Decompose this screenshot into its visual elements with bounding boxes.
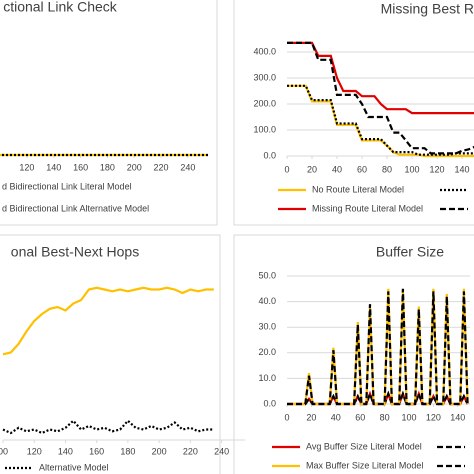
y-tick-label: 300.0 <box>253 72 276 82</box>
x-tick-label: 0 <box>284 412 289 422</box>
panel <box>0 234 221 474</box>
x-tick-label: 80 <box>380 412 390 422</box>
x-tick-label: 80 <box>382 164 392 174</box>
chart-title: Missing Best R <box>381 1 474 17</box>
x-tick-label: 180 <box>100 162 115 172</box>
x-tick-label: 0 <box>284 164 289 174</box>
x-tick-label: 140 <box>58 446 73 456</box>
legend-label: Max Buffer Size Literal Model <box>306 460 423 470</box>
legend-label: Avg Buffer Size Literal Model <box>306 441 422 451</box>
y-tick-label: 100.0 <box>253 124 276 134</box>
x-tick-label: 200 <box>127 162 142 172</box>
series-line <box>2 286 214 356</box>
x-tick-label: 160 <box>73 162 88 172</box>
x-tick-label: 120 <box>19 162 34 172</box>
y-tick-label: 0.0 <box>263 150 276 160</box>
x-tick-label: 20 <box>306 412 316 422</box>
chart-title: ctional Link Check <box>3 0 118 15</box>
y-tick-label: 400.0 <box>253 46 276 56</box>
x-tick-label: 240 <box>180 162 195 172</box>
x-tick-label: 120 <box>429 164 444 174</box>
y-tick-label: 0.0 <box>263 398 276 408</box>
x-tick-label: 00 <box>0 446 8 456</box>
panel <box>0 0 218 226</box>
x-tick-label: 160 <box>89 446 104 456</box>
series-line <box>2 419 214 435</box>
y-tick-label: 10.0 <box>258 373 276 383</box>
series-line <box>287 288 469 406</box>
legend-label: No Route Literal Model <box>312 184 404 194</box>
legend-label: Alternative Model <box>39 462 109 472</box>
series-line <box>287 84 474 156</box>
x-tick-label: 100 <box>404 164 419 174</box>
x-tick-label: 40 <box>331 412 341 422</box>
x-tick-label: 220 <box>154 162 169 172</box>
x-tick-label: 140 <box>454 164 469 174</box>
y-tick-label: 50.0 <box>258 270 276 280</box>
chart-title: Buffer Size <box>376 244 444 260</box>
x-tick-label: 60 <box>357 164 367 174</box>
y-tick-label: 30.0 <box>258 322 276 332</box>
legend-label: Missing Route Literal Model <box>312 203 423 213</box>
x-tick-label: 220 <box>183 446 198 456</box>
y-tick-label: 40.0 <box>258 296 276 306</box>
x-tick-label: 140 <box>46 162 61 172</box>
x-tick-label: 100 <box>401 412 416 422</box>
x-tick-label: 140 <box>450 412 465 422</box>
x-tick-label: 240 <box>214 446 229 456</box>
x-tick-label: 60 <box>355 412 365 422</box>
y-tick-label: 20.0 <box>258 347 276 357</box>
legend-label: d Bidirectional Link Alternative Model <box>2 203 149 213</box>
chart-title: onal Best-Next Hops <box>11 244 139 260</box>
series-line <box>287 41 474 115</box>
x-tick-label: 20 <box>307 164 317 174</box>
x-tick-label: 120 <box>27 446 42 456</box>
legend-label: d Bidirectional Link Literal Model <box>2 181 132 191</box>
panel <box>233 234 474 474</box>
series-line <box>287 41 474 155</box>
x-tick-label: 120 <box>426 412 441 422</box>
series-line <box>287 288 469 406</box>
x-tick-label: 180 <box>120 446 135 456</box>
x-tick-label: 40 <box>332 164 342 174</box>
y-tick-label: 200.0 <box>253 98 276 108</box>
x-tick-label: 200 <box>152 446 167 456</box>
